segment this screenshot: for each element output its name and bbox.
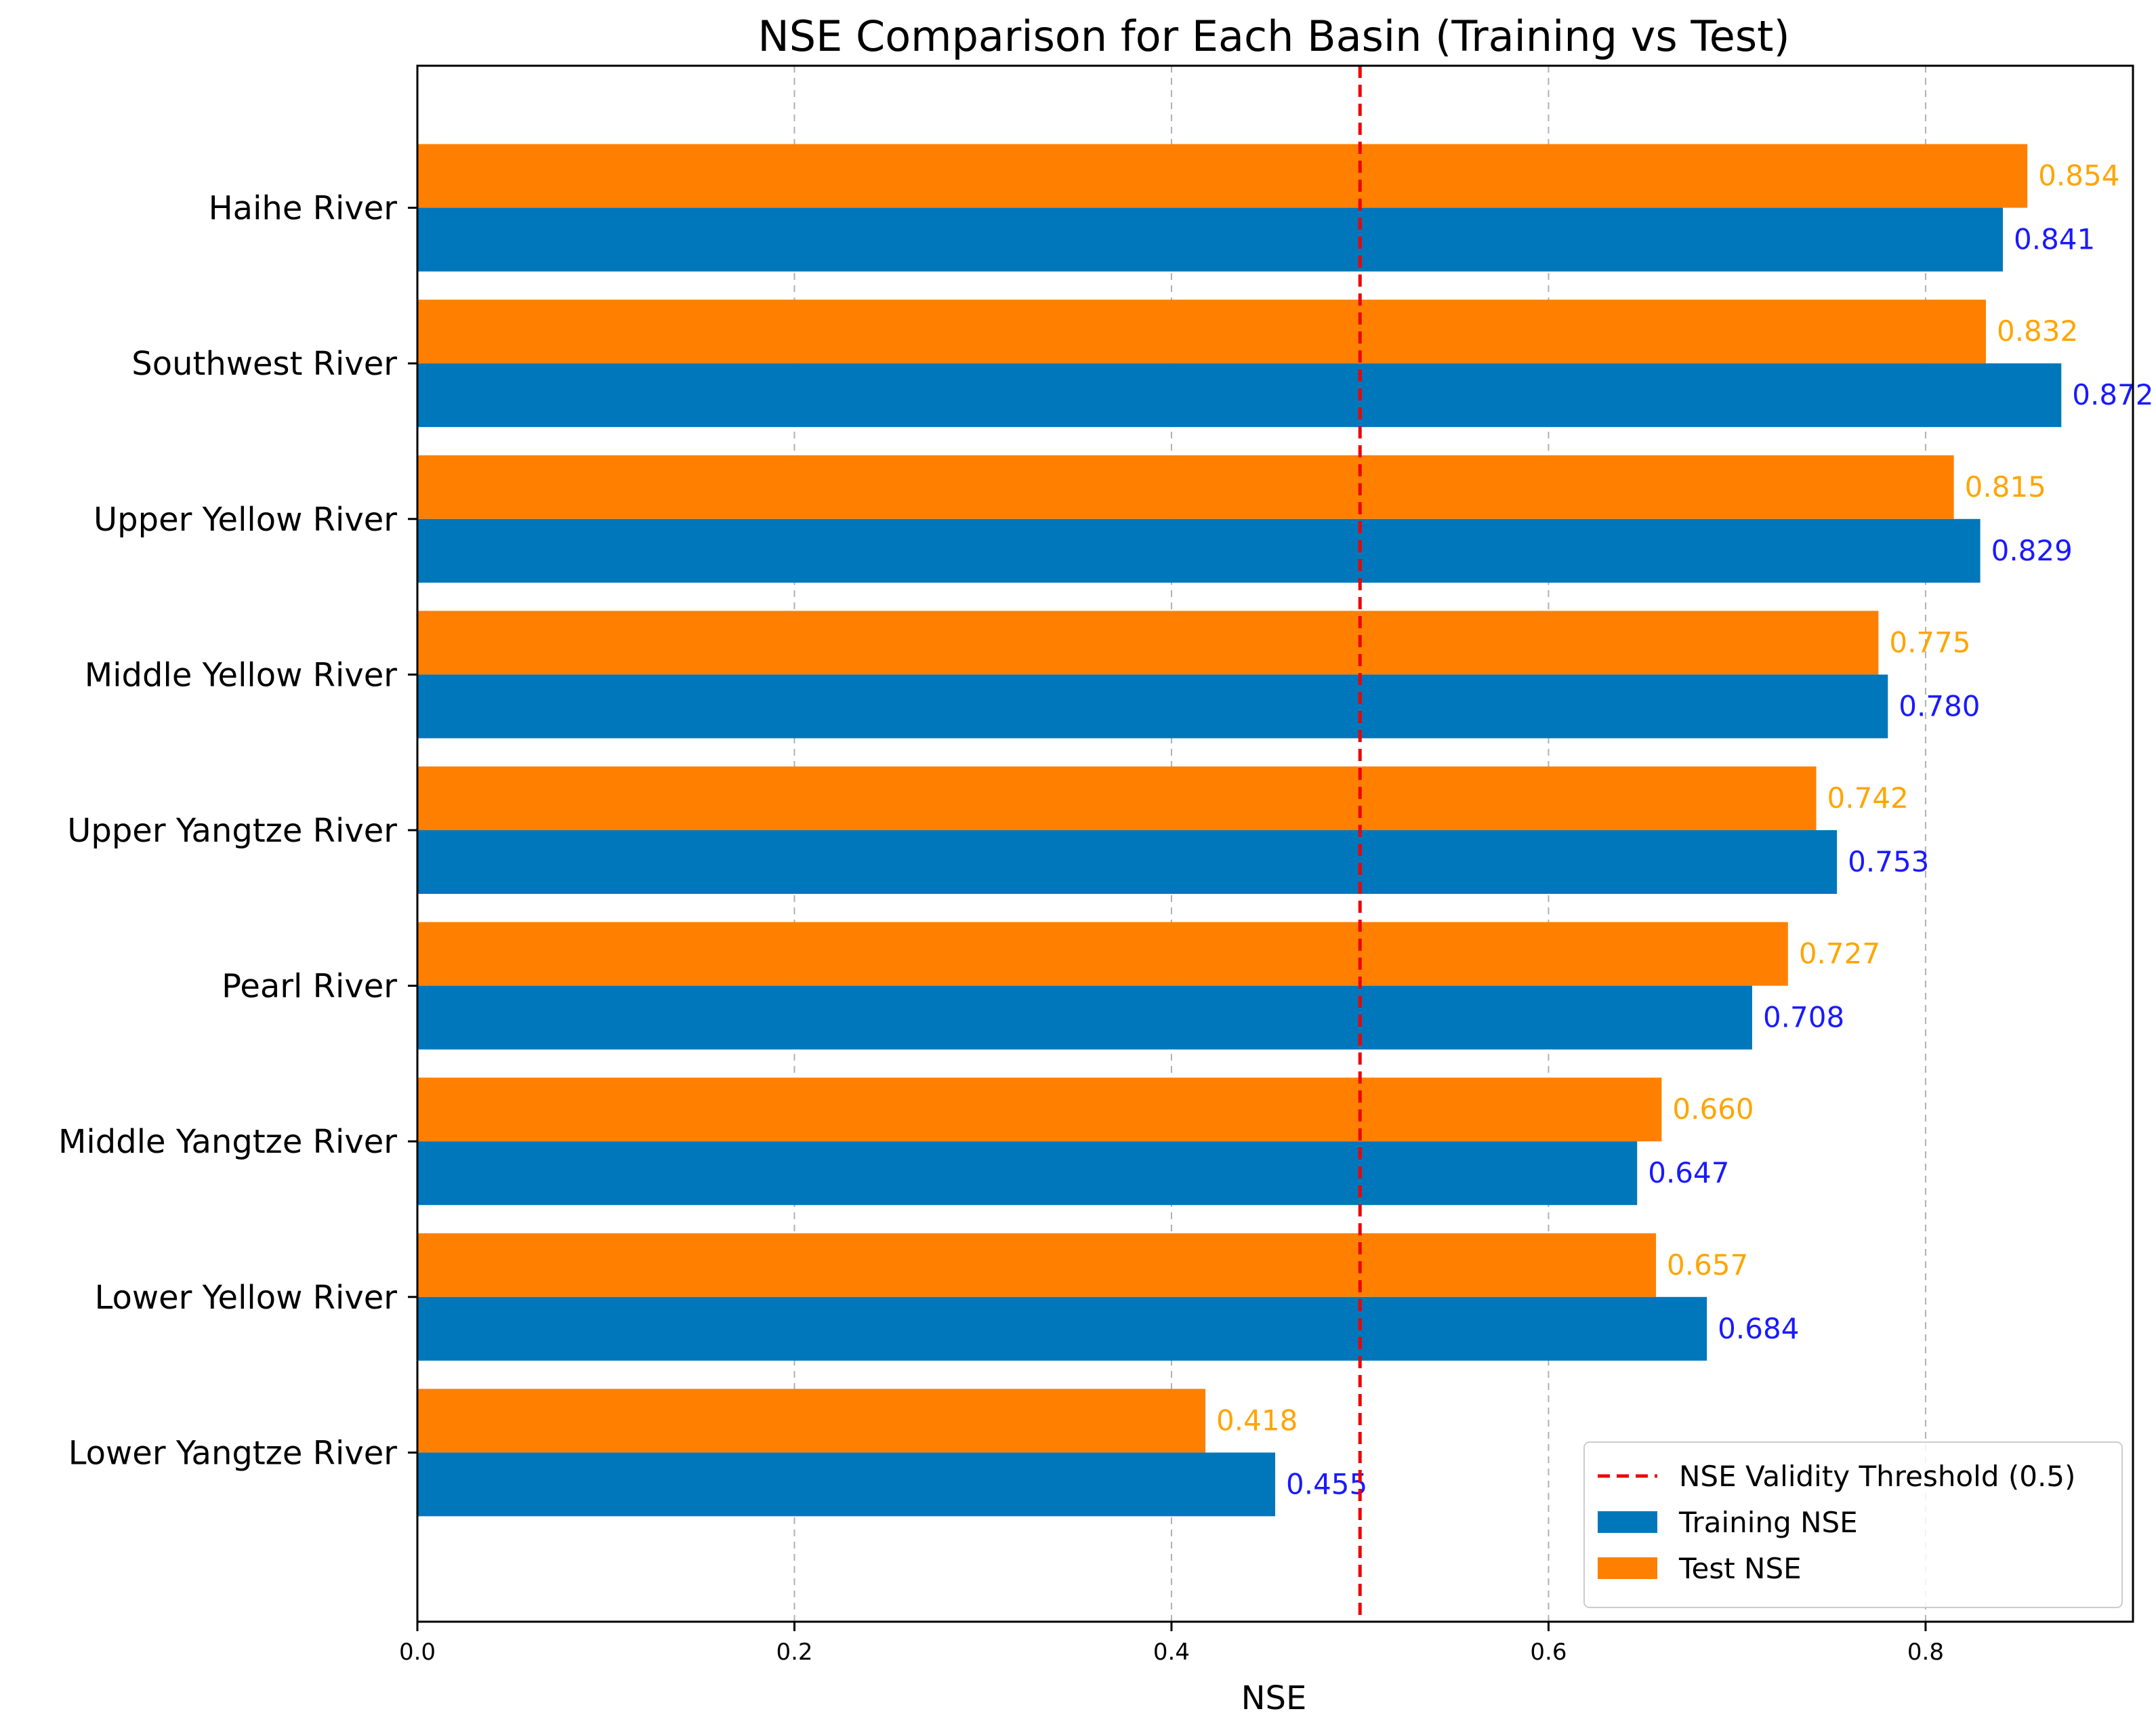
chart-title: NSE Comparison for Each Basin (Training … bbox=[758, 12, 1789, 61]
test-nse-bar bbox=[417, 1233, 1657, 1297]
training-nse-bar bbox=[417, 1141, 1638, 1206]
legend-test-label: Test NSE bbox=[1678, 1552, 1802, 1585]
category-label: Upper Yangtze River bbox=[67, 812, 397, 850]
training-nse-bar bbox=[417, 363, 2062, 428]
test-nse-value-label: 0.657 bbox=[1667, 1248, 1748, 1282]
training-nse-bar bbox=[417, 674, 1888, 739]
test-nse-bar bbox=[417, 455, 1954, 519]
category-label: Lower Yangtze River bbox=[68, 1434, 397, 1472]
training-nse-value-label: 0.455 bbox=[1286, 1467, 1367, 1500]
legend-training-label: Training NSE bbox=[1678, 1506, 1858, 1539]
training-nse-bar bbox=[417, 1296, 1707, 1361]
test-nse-value-label: 0.832 bbox=[1997, 314, 2078, 348]
test-nse-value-label: 0.660 bbox=[1672, 1092, 1754, 1126]
x-tick-label: 0.6 bbox=[1530, 1639, 1567, 1666]
x-tick-label: 0.2 bbox=[776, 1639, 812, 1666]
test-nse-value-label: 0.854 bbox=[2038, 159, 2119, 192]
test-nse-bar bbox=[417, 144, 2028, 208]
x-tick-label: 0.4 bbox=[1153, 1639, 1190, 1666]
test-nse-bar bbox=[417, 611, 1879, 675]
category-label: Lower Yellow River bbox=[95, 1279, 398, 1317]
category-label: Pearl River bbox=[222, 968, 397, 1006]
training-nse-bar bbox=[417, 1452, 1275, 1517]
test-nse-value-label: 0.418 bbox=[1216, 1403, 1298, 1437]
legend-box bbox=[1583, 1441, 2123, 1608]
legend: NSE Validity Threshold (0.5) Training NSE… bbox=[1583, 1441, 2123, 1608]
test-nse-value-label: 0.727 bbox=[1799, 937, 1880, 970]
training-nse-value-label: 0.684 bbox=[1718, 1312, 1799, 1345]
training-nse-value-label: 0.780 bbox=[1899, 689, 1980, 722]
test-nse-bar bbox=[417, 766, 1817, 830]
test-nse-bar bbox=[417, 300, 1986, 364]
test-nse-bar bbox=[417, 922, 1788, 986]
category-label: Middle Yellow River bbox=[85, 656, 397, 694]
x-tick-label: 0.8 bbox=[1907, 1639, 1944, 1666]
category-label: Upper Yellow River bbox=[94, 501, 397, 539]
legend-test-swatch bbox=[1598, 1557, 1657, 1579]
legend-threshold-label: NSE Validity Threshold (0.5) bbox=[1679, 1460, 2075, 1493]
test-nse-bar bbox=[417, 1389, 1206, 1453]
category-label: Haihe River bbox=[209, 190, 398, 228]
x-axis: 0.0 0.2 0.4 0.6 0.8 bbox=[399, 1622, 1944, 1666]
training-nse-value-label: 0.872 bbox=[2072, 378, 2153, 411]
category-label: Southwest River bbox=[131, 345, 397, 383]
category-label: Middle Yangtze River bbox=[58, 1123, 397, 1161]
test-nse-bar bbox=[417, 1078, 1662, 1142]
test-nse-value-label: 0.742 bbox=[1827, 781, 1909, 815]
x-axis-title: NSE bbox=[1241, 1679, 1307, 1717]
bars-layer: 0.854 0.841 0.832 0.872 0.815 0.829 0.775 0.780… bbox=[417, 144, 2154, 1517]
training-nse-bar bbox=[417, 518, 1981, 583]
training-nse-value-label: 0.647 bbox=[1648, 1156, 1729, 1189]
x-tick-label: 0.0 bbox=[399, 1639, 436, 1666]
y-axis: Haihe River Southwest River Upper Yellow R… bbox=[58, 190, 417, 1472]
training-nse-value-label: 0.753 bbox=[1848, 845, 1929, 878]
plot-frame bbox=[416, 64, 2134, 1623]
training-nse-value-label: 0.829 bbox=[1991, 534, 2073, 567]
training-nse-value-label: 0.708 bbox=[1763, 1001, 1844, 1034]
training-nse-bar bbox=[417, 830, 1838, 894]
training-nse-value-label: 0.841 bbox=[2014, 223, 2095, 256]
legend-training-swatch bbox=[1598, 1511, 1657, 1533]
test-nse-value-label: 0.775 bbox=[1889, 626, 1970, 659]
training-nse-bar bbox=[417, 985, 1752, 1050]
training-nse-bar bbox=[417, 207, 2004, 272]
test-nse-value-label: 0.815 bbox=[1965, 470, 2046, 504]
